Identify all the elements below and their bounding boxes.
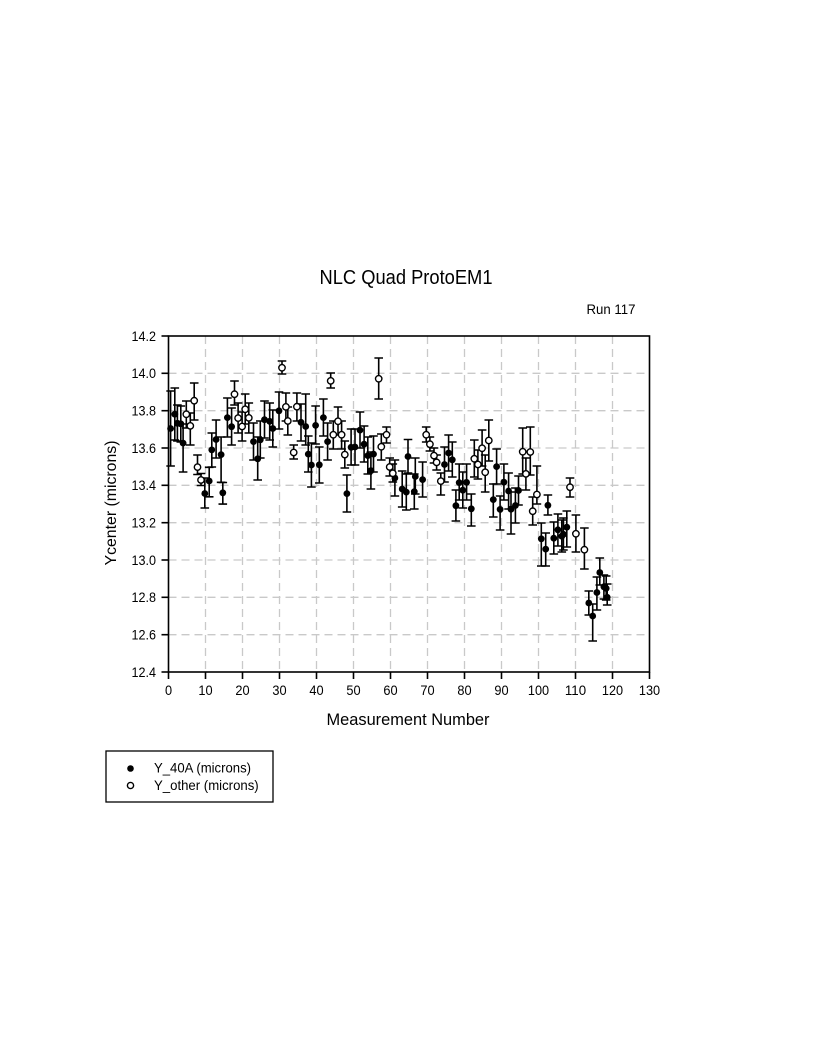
svg-text:12.4: 12.4: [132, 664, 157, 680]
svg-text:100: 100: [528, 682, 549, 698]
svg-text:12.8: 12.8: [132, 589, 157, 605]
svg-text:50: 50: [346, 682, 360, 698]
svg-text:30: 30: [272, 682, 286, 698]
svg-text:60: 60: [383, 682, 397, 698]
svg-text:Ycenter (microns): Ycenter (microns): [103, 441, 120, 566]
svg-text:14.0: 14.0: [132, 365, 157, 381]
svg-text:0: 0: [165, 682, 172, 698]
svg-text:Measurement Number: Measurement Number: [327, 710, 490, 729]
svg-text:13.8: 13.8: [132, 403, 157, 419]
svg-text:Y_other (microns): Y_other (microns): [154, 777, 259, 793]
svg-text:13.2: 13.2: [132, 515, 157, 531]
svg-text:40: 40: [309, 682, 323, 698]
svg-text:13.4: 13.4: [132, 477, 157, 493]
svg-text:20: 20: [235, 682, 249, 698]
svg-text:80: 80: [457, 682, 471, 698]
svg-text:120: 120: [602, 682, 623, 698]
svg-text:14.2: 14.2: [132, 328, 157, 344]
svg-text:13.6: 13.6: [132, 440, 157, 456]
svg-text:13.0: 13.0: [132, 552, 157, 568]
svg-text:NLC Quad ProtoEM1: NLC Quad ProtoEM1: [320, 266, 493, 289]
svg-text:70: 70: [420, 682, 434, 698]
svg-text:10: 10: [198, 682, 212, 698]
svg-text:130: 130: [639, 682, 660, 698]
svg-text:110: 110: [565, 682, 586, 698]
svg-text:Run 117: Run 117: [587, 301, 636, 317]
svg-text:12.6: 12.6: [132, 627, 157, 643]
svg-text:90: 90: [494, 682, 508, 698]
svg-text:Y_40A (microns): Y_40A (microns): [154, 760, 251, 776]
